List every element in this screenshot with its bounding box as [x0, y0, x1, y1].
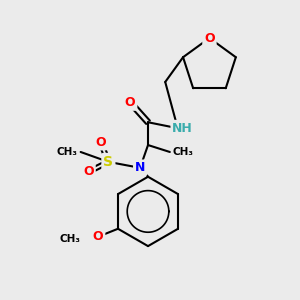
Text: CH₃: CH₃ — [57, 147, 78, 157]
Text: O: O — [125, 96, 136, 109]
Text: CH₃: CH₃ — [173, 147, 194, 157]
Text: O: O — [93, 230, 104, 243]
Text: O: O — [95, 136, 106, 148]
Text: O: O — [204, 32, 215, 44]
Text: S: S — [103, 155, 113, 169]
Text: O: O — [83, 165, 94, 178]
Text: N: N — [135, 161, 145, 174]
Text: CH₃: CH₃ — [59, 234, 80, 244]
Text: NH: NH — [172, 122, 193, 135]
